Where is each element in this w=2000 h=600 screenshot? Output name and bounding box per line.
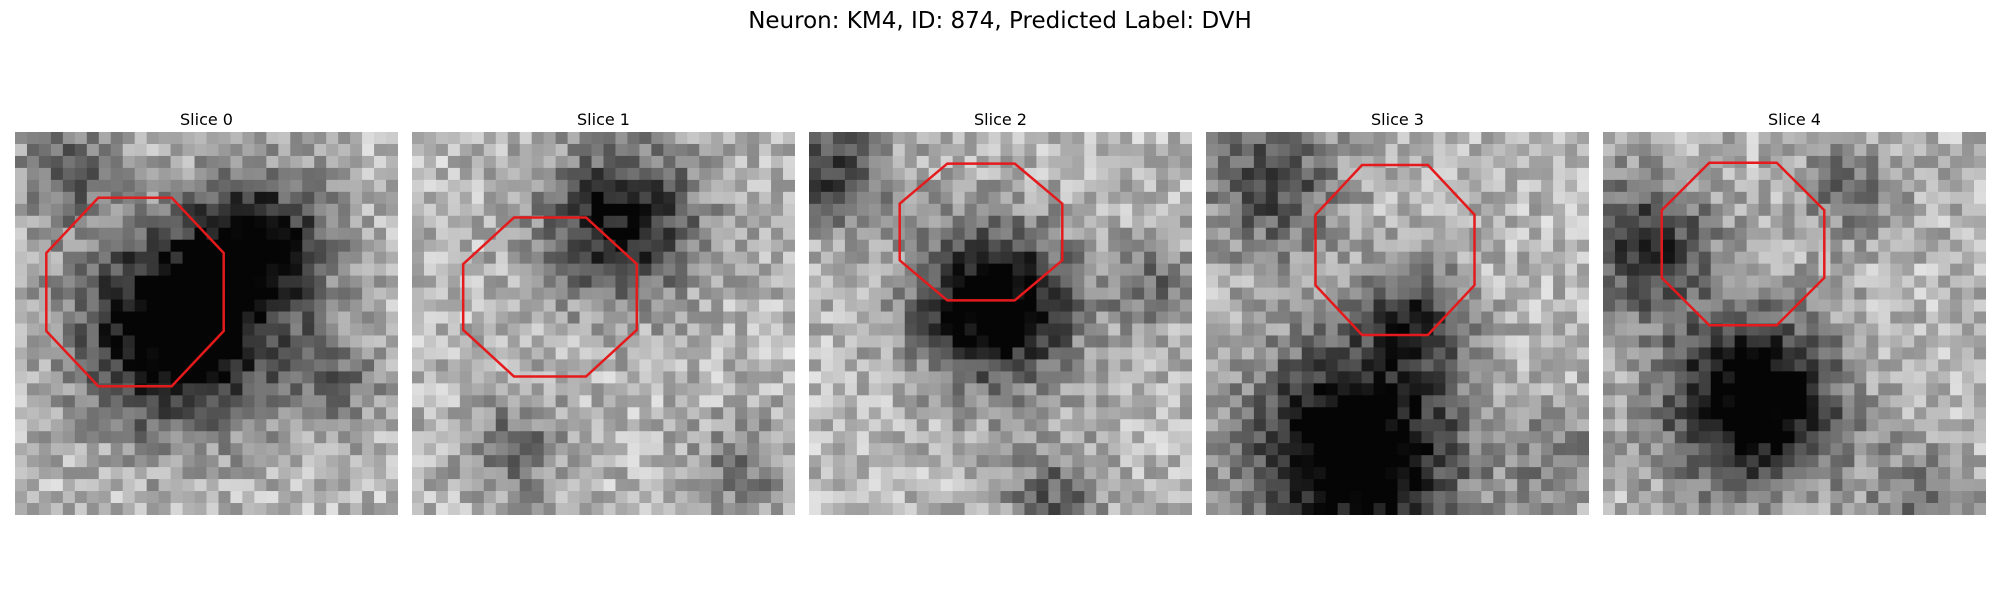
slice-image — [15, 132, 398, 515]
slice-title: Slice 0 — [180, 110, 233, 129]
pixel-grid — [1206, 132, 1589, 515]
slice-image — [1206, 132, 1589, 515]
slice-image — [809, 132, 1192, 515]
roi-contour — [461, 216, 639, 378]
slice-title: Slice 1 — [577, 110, 630, 129]
pixel-grid — [15, 132, 398, 515]
roi-contour — [45, 196, 225, 388]
slice-image — [412, 132, 795, 515]
figure-title: Neuron: KM4, ID: 874, Predicted Label: D… — [748, 8, 1252, 34]
slice-image — [1603, 132, 1986, 515]
slice-title: Slice 3 — [1371, 110, 1424, 129]
pixel-grid — [809, 132, 1192, 515]
slice-panel: Slice 3 — [1206, 108, 1589, 515]
slice-panel: Slice 4 — [1603, 108, 1986, 515]
slice-title: Slice 4 — [1768, 110, 1821, 129]
slice-panel: Slice 2 — [809, 108, 1192, 515]
roi-contour — [1314, 163, 1476, 337]
roi-contour — [898, 162, 1064, 302]
slice-panel: Slice 1 — [412, 108, 795, 515]
slice-panel: Slice 0 — [15, 108, 398, 515]
roi-contour — [1660, 161, 1826, 327]
slice-title: Slice 2 — [974, 110, 1027, 129]
pixel-grid — [1603, 132, 1986, 515]
pixel-grid — [412, 132, 795, 515]
